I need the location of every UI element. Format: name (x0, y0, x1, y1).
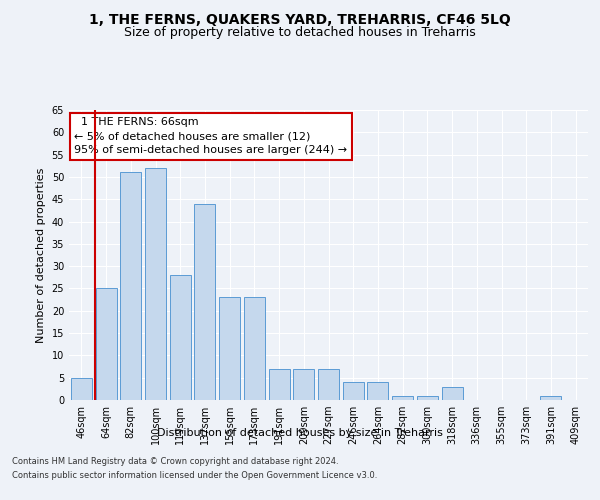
Y-axis label: Number of detached properties: Number of detached properties (36, 168, 46, 342)
Bar (244, 298, 265, 400)
Bar (219, 298, 240, 400)
Text: Distribution of detached houses by size in Treharris: Distribution of detached houses by size … (157, 428, 443, 438)
Bar (269, 369, 290, 400)
Text: 1, THE FERNS, QUAKERS YARD, TREHARRIS, CF46 5LQ: 1, THE FERNS, QUAKERS YARD, TREHARRIS, C… (89, 12, 511, 26)
Bar (367, 382, 388, 400)
Bar (318, 369, 339, 400)
Bar (170, 275, 191, 400)
Bar (541, 396, 562, 400)
Bar (120, 172, 141, 400)
Bar (95, 288, 116, 400)
Bar (293, 369, 314, 400)
Text: Contains public sector information licensed under the Open Government Licence v3: Contains public sector information licen… (12, 471, 377, 480)
Bar (442, 386, 463, 400)
Text: 1 THE FERNS: 66sqm
← 5% of detached houses are smaller (12)
95% of semi-detached: 1 THE FERNS: 66sqm ← 5% of detached hous… (74, 117, 347, 155)
Text: Contains HM Land Registry data © Crown copyright and database right 2024.: Contains HM Land Registry data © Crown c… (12, 457, 338, 466)
Bar (71, 378, 92, 400)
Bar (417, 396, 438, 400)
Bar (343, 382, 364, 400)
Text: Size of property relative to detached houses in Treharris: Size of property relative to detached ho… (124, 26, 476, 39)
Bar (194, 204, 215, 400)
Bar (145, 168, 166, 400)
Bar (392, 396, 413, 400)
